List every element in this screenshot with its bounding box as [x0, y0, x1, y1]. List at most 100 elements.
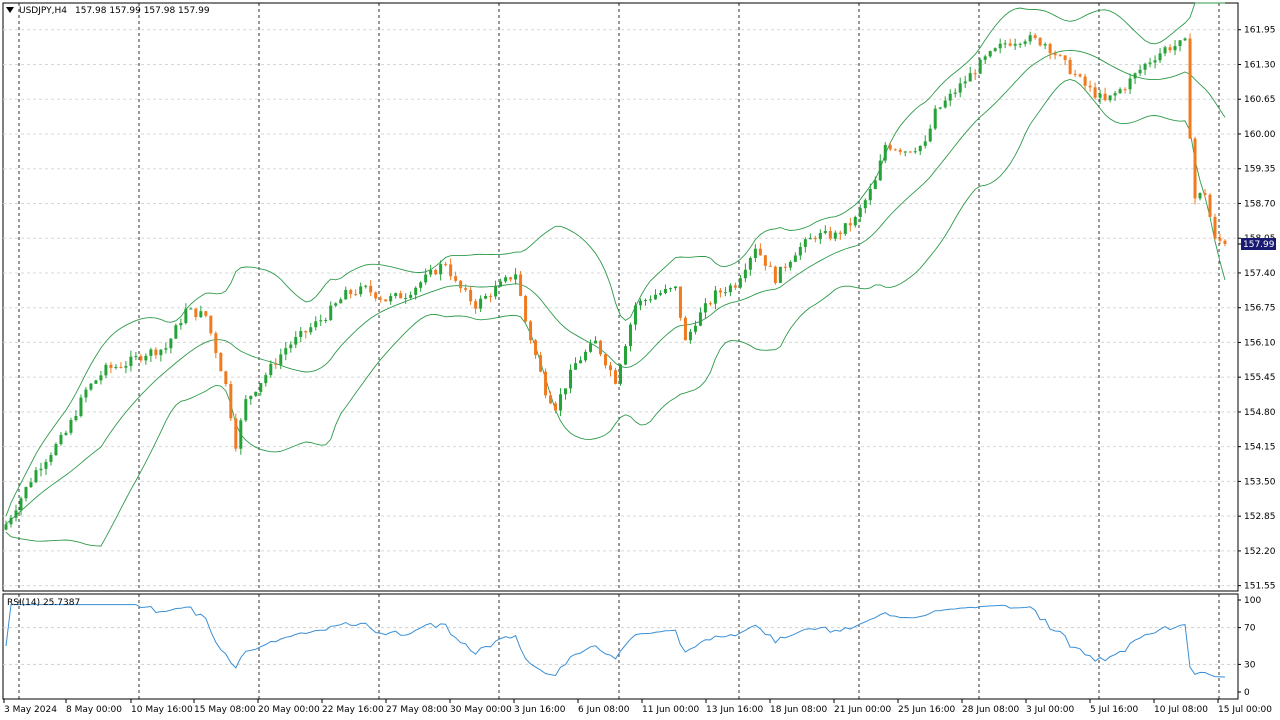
candle [79, 394, 83, 418]
candle [648, 295, 652, 303]
time-tick-label: 13 Jun 16:00 [706, 705, 763, 715]
candle [304, 330, 308, 339]
candle [409, 291, 413, 300]
rsi-tick-label: 100 [1244, 596, 1261, 606]
candle [279, 348, 283, 370]
candle [943, 96, 947, 109]
candle [204, 310, 208, 318]
candle [653, 289, 657, 301]
candle [1168, 44, 1172, 53]
candle [239, 418, 243, 455]
candle [888, 142, 892, 151]
rsi-label: RSI(14) 25.7387 [7, 598, 80, 608]
candle [1198, 192, 1202, 201]
candle [234, 413, 238, 452]
time-tick-label: 3 May 2024 [4, 705, 57, 715]
current-price-label: 157.99 [1243, 240, 1275, 250]
candle [1068, 57, 1072, 75]
candle [134, 351, 138, 361]
candle [1158, 48, 1162, 64]
time-tick-label: 15 May 08:00 [194, 705, 256, 715]
price-axis[interactable]: 161.95161.30160.65160.00159.35158.70158.… [1238, 26, 1276, 592]
price-pane[interactable] [2, 2, 1239, 592]
candle [419, 280, 423, 292]
candle [559, 388, 563, 417]
candle [893, 148, 897, 151]
time-tick-label: 30 May 00:00 [450, 705, 512, 715]
candle [599, 339, 603, 357]
candle [319, 314, 323, 326]
candle [554, 401, 558, 414]
candle [928, 124, 932, 143]
candle [194, 308, 198, 321]
candle [823, 225, 827, 235]
candle [174, 323, 178, 339]
candle [833, 230, 837, 242]
candle [289, 341, 293, 353]
candle [1098, 89, 1102, 104]
upper-band [5, 2, 1225, 517]
time-tick-label: 11 Jun 00:00 [642, 705, 699, 715]
candle [843, 223, 847, 236]
candle [1033, 32, 1037, 40]
time-tick-label: 3 Jul 00:00 [1026, 705, 1075, 715]
time-tick-label: 8 May 00:00 [66, 705, 122, 715]
candle [404, 293, 408, 304]
candle [9, 514, 13, 528]
candle [663, 284, 667, 295]
candle [743, 263, 747, 283]
candle [244, 395, 248, 423]
candle [24, 486, 28, 502]
candle [713, 285, 717, 310]
candle [908, 151, 912, 153]
time-tick-label: 22 May 16:00 [322, 705, 384, 715]
candle [259, 382, 263, 396]
candle [863, 198, 867, 214]
candle [678, 286, 682, 321]
candle [798, 242, 802, 260]
time-axis[interactable]: 3 May 2024 8 May 00:00 10 May 16:00 15 May … [3, 699, 1272, 715]
candle [474, 298, 478, 314]
rsi-pane[interactable] [2, 593, 1239, 700]
candle [384, 299, 388, 302]
candle [698, 307, 702, 327]
candle [768, 261, 772, 267]
period-separators [18, 3, 1220, 591]
candle [723, 287, 727, 297]
rsi-tick-label: 0 [1244, 688, 1250, 698]
candle [988, 50, 992, 58]
candle [1023, 39, 1027, 47]
time-tick-label: 15 Jul 00:00 [1218, 705, 1272, 715]
time-tick-label: 20 May 00:00 [258, 705, 320, 715]
candle [299, 326, 303, 343]
candle [1038, 37, 1042, 47]
candle [164, 342, 168, 354]
candle [738, 274, 742, 290]
candle [1093, 82, 1097, 100]
candle [1123, 87, 1127, 94]
candle [4, 520, 8, 531]
candle [129, 350, 133, 372]
candle [693, 320, 697, 335]
rsi-axis[interactable]: 100 70 30 0 [1238, 596, 1261, 698]
candle [828, 226, 832, 241]
candle [1078, 73, 1082, 78]
triangle-down-icon[interactable] [6, 7, 14, 13]
candle [733, 282, 737, 291]
price-tick-label: 160.65 [1244, 95, 1276, 105]
candle [1058, 53, 1062, 57]
candle [633, 302, 637, 331]
price-tick-label: 152.20 [1244, 547, 1276, 557]
candle [718, 287, 722, 298]
rsi-tick-label: 30 [1244, 660, 1256, 670]
price-tick-label: 156.10 [1244, 338, 1276, 348]
candle [274, 358, 278, 370]
candle [683, 315, 687, 341]
candle [354, 289, 358, 297]
price-tick-label: 161.95 [1244, 26, 1276, 36]
candle [169, 337, 173, 354]
candle [628, 322, 632, 352]
price-tick-label: 151.55 [1244, 582, 1276, 592]
candle [254, 391, 258, 398]
